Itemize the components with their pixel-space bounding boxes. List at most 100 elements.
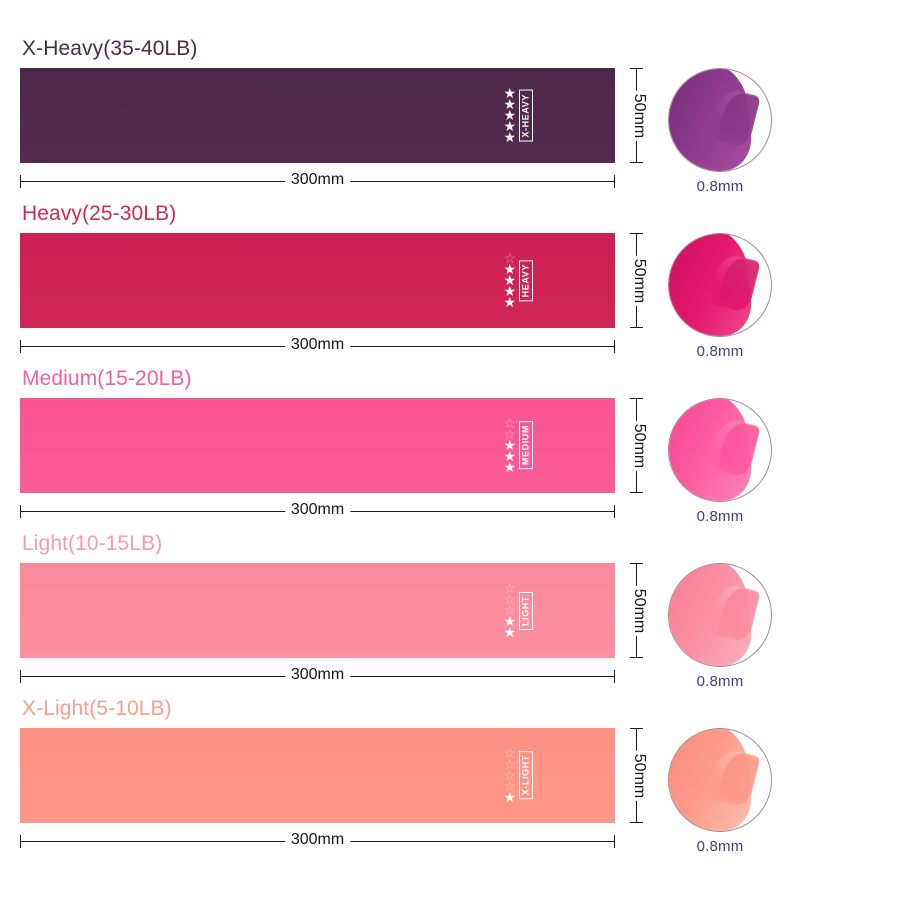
band-print-mark: ☆ ★ ★ ★ ★ HEAVY <box>503 242 533 320</box>
band-title: Heavy(25-30LB) <box>22 202 177 225</box>
star-rating: ☆ ☆ ☆ ☆ ★ <box>503 745 516 805</box>
band-print-mark: ☆ ☆ ★ ★ ★ MEDIUM <box>503 407 533 485</box>
star-empty-icon: ☆ <box>503 591 516 608</box>
band-closeup-photo <box>668 563 772 667</box>
dimension-cap-left <box>20 670 21 683</box>
width-dimension-label: 50mm <box>630 90 648 141</box>
thickness-detail: 0.8mm <box>668 68 780 195</box>
band-title: X-Light(5-10LB) <box>22 697 172 720</box>
star-filled-icon: ★ <box>503 107 516 124</box>
dimension-cap-right <box>614 505 615 518</box>
arrow-top-label-line1: X- <box>841 105 859 124</box>
thickness-label: 0.8mm <box>696 178 744 195</box>
star-empty-icon: ☆ <box>503 745 516 762</box>
band-level-label: X-LIGHT <box>519 751 533 800</box>
band-title: Medium(15-20LB) <box>22 367 192 390</box>
length-dimension-label: 300mm <box>284 501 351 519</box>
star-rating: ★ ★ ★ ★ ★ <box>503 85 516 145</box>
thickness-label: 0.8mm <box>696 838 744 855</box>
star-empty-icon: ☆ <box>503 250 516 267</box>
thickness-label: 0.8mm <box>696 343 744 360</box>
band-level-label: HEAVY <box>519 259 533 302</box>
thickness-detail: 0.8mm <box>668 728 780 855</box>
width-dimension-label: 50mm <box>630 585 648 636</box>
band-level-label: X-HEAVY <box>519 89 533 142</box>
star-filled-icon: ★ <box>503 282 516 299</box>
dimension-cap-right <box>614 340 615 353</box>
star-filled-icon: ★ <box>503 458 516 475</box>
star-filled-icon: ★ <box>503 437 516 454</box>
band-strip: ☆ ☆ ☆ ☆ ★ X-LIGHT <box>20 728 615 823</box>
star-empty-icon: ☆ <box>503 602 516 619</box>
dimension-cap-bottom <box>630 657 643 658</box>
band-print-mark: ☆ ☆ ☆ ★ ★ LIGHT <box>503 572 533 650</box>
band-closeup-photo <box>668 233 772 337</box>
band-print-mark: ★ ★ ★ ★ ★ X-HEAVY <box>503 77 533 155</box>
dimension-cap-right <box>614 175 615 188</box>
dimension-cap-bottom <box>630 162 643 163</box>
dimension-cap-right <box>614 835 615 848</box>
star-filled-icon: ★ <box>503 788 516 805</box>
star-empty-icon: ☆ <box>503 777 516 794</box>
thickness-detail: 0.8mm <box>668 563 780 690</box>
thickness-detail: 0.8mm <box>668 398 780 525</box>
length-dimension-label: 300mm <box>284 666 351 684</box>
dimension-cap-top <box>630 233 643 234</box>
band-print-mark: ☆ ☆ ☆ ☆ ★ X-LIGHT <box>503 737 533 815</box>
band-strip: ☆ ☆ ★ ★ ★ MEDIUM <box>20 398 615 493</box>
dimension-cap-left <box>20 835 21 848</box>
length-dimension: 300mm <box>20 171 615 191</box>
star-filled-icon: ★ <box>503 117 516 134</box>
arrow-bottom-label: X- LIGHT <box>812 750 888 788</box>
star-filled-icon: ★ <box>503 447 516 464</box>
band-closeup-photo <box>668 398 772 502</box>
star-filled-icon: ★ <box>503 272 516 289</box>
star-filled-icon: ★ <box>503 85 516 102</box>
band-title: X-Heavy(35-40LB) <box>22 37 198 60</box>
star-rating: ☆ ★ ★ ★ ★ <box>503 250 516 310</box>
dimension-cap-bottom <box>630 492 643 493</box>
star-filled-icon: ★ <box>503 293 516 310</box>
width-dimension: 50mm <box>622 233 656 328</box>
length-dimension: 300mm <box>20 501 615 521</box>
arrow-body <box>812 58 888 848</box>
length-dimension: 300mm <box>20 831 615 851</box>
star-filled-icon: ★ <box>503 128 516 145</box>
arrow-top-label-line2: HEAVY <box>821 123 879 143</box>
band-strip: ☆ ★ ★ ★ ★ HEAVY <box>20 233 615 328</box>
length-dimension: 300mm <box>20 336 615 356</box>
thickness-label: 0.8mm <box>696 508 744 525</box>
dimension-cap-right <box>614 670 615 683</box>
band-closeup-photo <box>668 68 772 172</box>
length-dimension-label: 300mm <box>284 336 351 354</box>
length-dimension-label: 300mm <box>284 831 351 849</box>
dimension-cap-left <box>20 340 21 353</box>
dimension-cap-left <box>20 175 21 188</box>
width-dimension: 50mm <box>622 563 656 658</box>
width-dimension: 50mm <box>622 728 656 823</box>
band-strip: ☆ ☆ ☆ ★ ★ LIGHT <box>20 563 615 658</box>
arrow-bottom-label-line2: LIGHT <box>824 768 876 788</box>
star-rating: ☆ ☆ ★ ★ ★ <box>503 415 516 475</box>
dimension-cap-bottom <box>630 327 643 328</box>
width-dimension-label: 50mm <box>630 750 648 801</box>
length-dimension-label: 300mm <box>284 171 351 189</box>
star-empty-icon: ☆ <box>503 580 516 597</box>
thickness-label: 0.8mm <box>696 673 744 690</box>
band-closeup-photo <box>668 728 772 832</box>
star-filled-icon: ★ <box>503 96 516 113</box>
width-dimension-label: 50mm <box>630 420 648 471</box>
length-dimension: 300mm <box>20 666 615 686</box>
band-title: Light(10-15LB) <box>22 532 163 555</box>
arrow-bottom-label-line1: X- <box>841 750 859 770</box>
star-empty-icon: ☆ <box>503 415 516 432</box>
width-dimension: 50mm <box>622 398 656 493</box>
dimension-cap-top <box>630 68 643 69</box>
star-rating: ☆ ☆ ☆ ★ ★ <box>503 580 516 639</box>
star-filled-icon: ★ <box>503 612 516 629</box>
dimension-cap-top <box>630 398 643 399</box>
dimension-cap-bottom <box>630 822 643 823</box>
resistance-gradient-arrow: X- HEAVY X- LIGHT <box>812 58 888 848</box>
star-empty-icon: ☆ <box>503 767 516 784</box>
